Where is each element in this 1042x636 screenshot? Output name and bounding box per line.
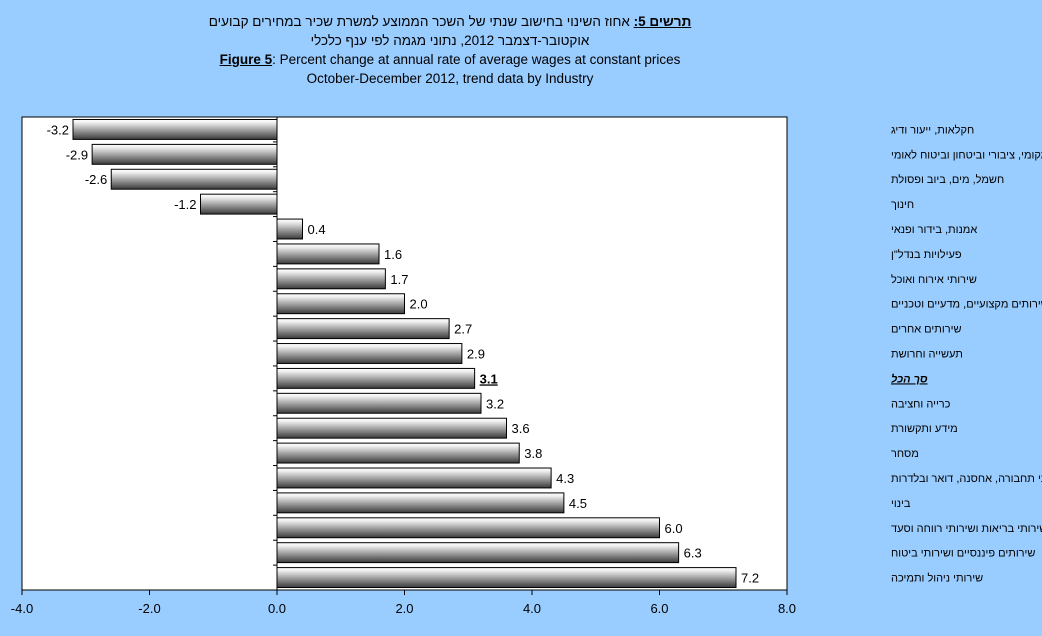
title-english-line1: Figure 5: Percent change at annual rate … bbox=[0, 50, 900, 69]
bars-group bbox=[72, 118, 737, 589]
bar bbox=[200, 193, 278, 215]
bar-value-label: 6.0 bbox=[665, 521, 683, 536]
bar-value-label: 3.6 bbox=[512, 421, 530, 436]
bar bbox=[276, 392, 482, 414]
x-tick-label: 6.0 bbox=[650, 601, 668, 616]
category-label: שירותי תחבורה, אחסנה, דואר ובלדרות bbox=[891, 472, 1042, 485]
category-label: בינוי bbox=[891, 498, 911, 510]
bar bbox=[276, 442, 520, 464]
category-label: מידע ותקשורת bbox=[891, 423, 958, 435]
title-english-prefix: Figure 5 bbox=[219, 52, 273, 67]
category-label: פעילויות בנדל"ן bbox=[891, 248, 962, 261]
value-labels-group: -3.2 -2.9 -2.6 -1.2 0.4 1.6 1.72.0 2.7 2.9 3.1 3.2… bbox=[47, 122, 759, 585]
category-labels-group: חקלאות, ייעור ודיג מינהל מקומי, ציבורי וב… bbox=[891, 123, 1042, 584]
category-label: שירותי בריאות ושירותי רווחה וסעד bbox=[891, 523, 1042, 535]
bar-value-label: 2.9 bbox=[467, 347, 485, 362]
bar bbox=[276, 567, 737, 589]
bar-value-label: 4.3 bbox=[556, 471, 574, 486]
x-tick-label: 0.0 bbox=[268, 601, 286, 616]
bar-value-label: -2.6 bbox=[85, 172, 107, 187]
bar-value-label: -3.2 bbox=[47, 122, 69, 137]
title-english-line2: October-December 2012, trend data by Ind… bbox=[306, 71, 594, 86]
category-label: חשמל, מים, ביוב ופסולת bbox=[891, 173, 1004, 186]
x-tick-label: 8.0 bbox=[778, 601, 796, 616]
bar bbox=[276, 417, 507, 439]
title-hebrew-prefix: תרשים 5: bbox=[633, 14, 692, 29]
bar bbox=[276, 467, 552, 489]
bar-value-label: -2.9 bbox=[66, 147, 88, 162]
bar bbox=[72, 118, 278, 140]
category-label: שירותי אירוח ואוכל bbox=[891, 273, 977, 286]
bar-value-label: 1.7 bbox=[390, 272, 408, 287]
bar bbox=[276, 367, 476, 389]
bar-value-label: 4.5 bbox=[569, 496, 587, 511]
bar bbox=[276, 542, 680, 564]
bar-value-label: 7.2 bbox=[741, 571, 759, 586]
bar bbox=[276, 243, 380, 265]
bar bbox=[276, 492, 565, 514]
x-tick-label: 2.0 bbox=[395, 601, 413, 616]
bar bbox=[91, 143, 278, 165]
bar-value-label: 3.8 bbox=[524, 446, 542, 461]
category-label: תעשייה וחרושת bbox=[891, 349, 963, 361]
bar bbox=[276, 218, 303, 240]
bar-value-label: 6.3 bbox=[684, 546, 702, 561]
bar bbox=[276, 343, 463, 364]
bar bbox=[110, 168, 278, 190]
category-label: סך הכל bbox=[891, 372, 928, 385]
x-tick-label: 4.0 bbox=[523, 601, 541, 616]
category-label: כרייה וחציבה bbox=[891, 398, 951, 410]
category-label: אמנות, בידור ופנאי bbox=[891, 224, 977, 236]
category-label: חינוך bbox=[891, 199, 914, 211]
category-label: שירותים אחרים bbox=[891, 324, 962, 336]
title-hebrew-line1: תרשים 5: אחוז השינוי בחישוב שנתי של השכר… bbox=[0, 12, 900, 31]
bar bbox=[276, 318, 450, 340]
title-hebrew-text: אחוז השינוי בחישוב שנתי של השכר הממוצע ל… bbox=[208, 14, 634, 29]
bar-value-label: 0.4 bbox=[308, 222, 326, 237]
bar bbox=[276, 268, 386, 290]
bar-value-label: 2.0 bbox=[410, 297, 428, 312]
title-hebrew-line2: אוקטובר-דצמבר 2012, נתוני מגמה לפי ענף כ… bbox=[310, 33, 590, 48]
x-axis: -4.0 -2.0 0.0 2.0 4.0 6.0 8.0 bbox=[11, 116, 796, 616]
category-label: שירותים פיננסיים ושירותי ביטוח bbox=[891, 548, 1035, 560]
category-label: מסחר bbox=[891, 448, 919, 460]
bar bbox=[276, 517, 660, 539]
category-label: שירותים מקצועיים, מדעיים וטכניים bbox=[891, 299, 1042, 311]
bar-value-label: 1.6 bbox=[384, 247, 402, 262]
bar-value-label: -1.2 bbox=[174, 197, 196, 212]
category-label: שירותי ניהול ותמיכה bbox=[891, 572, 983, 585]
bar-value-label: 2.7 bbox=[454, 322, 472, 337]
bar-value-label: 3.1 bbox=[480, 371, 498, 386]
x-tick-label: -4.0 bbox=[11, 601, 33, 616]
category-label: מינהל מקומי, ציבורי וביטחון וביטוח לאומי bbox=[891, 148, 1042, 161]
chart-title: תרשים 5: אחוז השינוי בחישוב שנתי של השכר… bbox=[0, 12, 900, 88]
category-label: חקלאות, ייעור ודיג bbox=[891, 123, 974, 136]
bar bbox=[276, 293, 405, 315]
bar-value-label: 3.2 bbox=[486, 396, 504, 411]
x-tick-label: -2.0 bbox=[138, 601, 160, 616]
title-english-text: : Percent change at annual rate of avera… bbox=[272, 52, 681, 67]
